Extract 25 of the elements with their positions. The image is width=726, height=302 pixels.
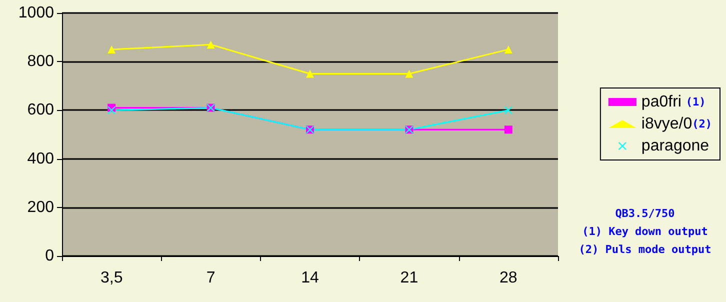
point xyxy=(405,70,414,78)
y-tick-label: 400 xyxy=(27,150,54,168)
point xyxy=(504,126,512,134)
text: QB3.5/750 xyxy=(614,206,676,222)
x-tick-label: 14 xyxy=(301,270,319,286)
x-tick-label: 28 xyxy=(500,270,518,286)
point xyxy=(306,70,314,78)
legend-label: pa0fri (1) xyxy=(641,94,706,110)
legend-label: paragone xyxy=(641,138,710,154)
point xyxy=(108,45,116,54)
y-tick-label: 800 xyxy=(27,53,54,70)
point xyxy=(504,106,512,114)
y-tick-label: 200 xyxy=(27,198,54,216)
x-tick-label: 21 xyxy=(400,270,418,286)
text: (1) Key down output xyxy=(581,224,709,240)
x-tick-label: 3,5 xyxy=(100,270,123,286)
point xyxy=(504,45,512,54)
point xyxy=(206,40,215,49)
y-tick-label: 600 xyxy=(27,102,54,119)
y-tick-label: 1000 xyxy=(18,4,54,22)
text: (2) Puls mode output xyxy=(578,242,712,258)
y-tick-label: 0 xyxy=(45,248,54,264)
legend-label: i8vye/0(2) xyxy=(641,116,712,132)
x-tick-label: 7 xyxy=(206,270,216,286)
point xyxy=(108,106,116,114)
